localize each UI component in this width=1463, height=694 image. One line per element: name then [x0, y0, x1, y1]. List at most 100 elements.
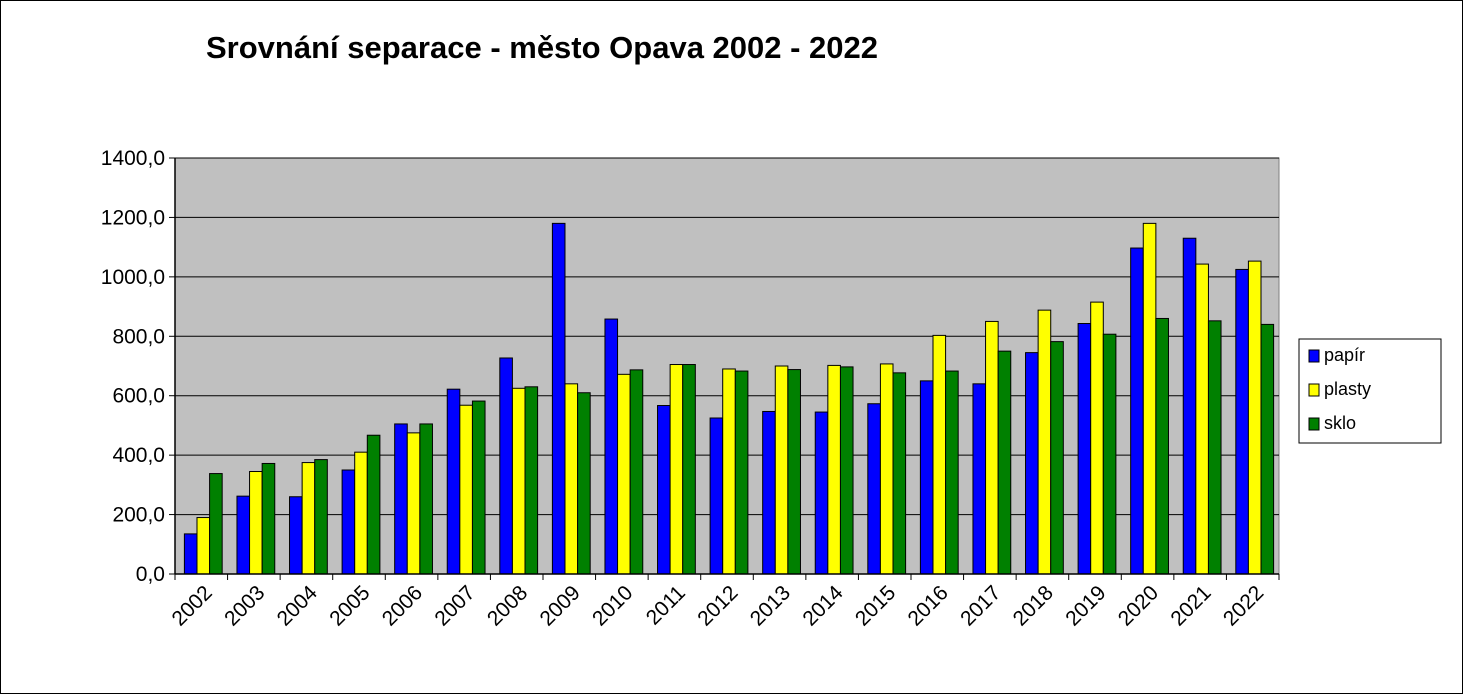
- bar-plasty-2012: [722, 368, 736, 575]
- bar-papír-2007: [446, 388, 461, 575]
- x-tick-label: 2017: [956, 581, 1005, 630]
- x-tick-label: 2010: [588, 581, 637, 630]
- legend-label-sklo: sklo: [1324, 413, 1356, 433]
- bar-sklo-2007: [471, 400, 486, 575]
- bars: [183, 222, 1275, 575]
- bar-papír-2004: [289, 496, 303, 575]
- bar-plasty-2011: [669, 364, 684, 575]
- bar-sklo-2021: [1207, 320, 1222, 575]
- x-tick-label: 2011: [642, 581, 690, 629]
- bar-sklo-2004: [314, 459, 328, 575]
- bar-sklo-2016: [945, 370, 959, 575]
- bar-plasty-2004: [301, 462, 316, 575]
- bar-papír-2022: [1235, 268, 1249, 575]
- legend-swatch-plasty: [1308, 383, 1320, 397]
- bar-sklo-2006: [419, 423, 433, 575]
- bar-sklo-2015: [892, 372, 907, 575]
- bar-papír-2017: [972, 383, 987, 575]
- legend-swatch-sklo: [1308, 417, 1320, 431]
- bar-plasty-2010: [617, 373, 631, 575]
- x-tick-label: 2006: [378, 581, 427, 630]
- bar-plasty-2006: [406, 432, 421, 575]
- y-tick-label: 1000,0: [101, 266, 165, 289]
- bar-papír-2019: [1077, 323, 1092, 575]
- bar-papír-2012: [709, 417, 724, 575]
- y-tick-labels: 0,0 200,0 400,0 600,0 800,0 1000,0 1200,0 1400,…: [101, 147, 165, 586]
- x-tick-label: 2003: [220, 581, 269, 630]
- bar-plasty-2003: [249, 470, 263, 575]
- bar-papír-2006: [394, 423, 408, 575]
- bar-plasty-2016: [932, 334, 947, 575]
- chart-title: Srovnání separace - město Opava 2002 - 2…: [206, 30, 878, 65]
- bar-papír-2016: [919, 380, 934, 575]
- legend-swatch-papír: [1308, 349, 1320, 363]
- x-tick-label: 2020: [1114, 581, 1163, 630]
- x-tick-label: 2005: [325, 581, 374, 630]
- bar-plasty-2009: [564, 383, 579, 575]
- x-tick-label: 2008: [483, 581, 532, 630]
- bar-papír-2021: [1182, 237, 1197, 575]
- bar-sklo-2010: [629, 369, 644, 575]
- bar-plasty-2013: [774, 365, 789, 575]
- bar-plasty-2002: [196, 517, 211, 575]
- y-tick-label: 200,0: [112, 504, 165, 527]
- bar-sklo-2018: [1050, 341, 1064, 575]
- x-tick-label: 2014: [798, 581, 848, 631]
- x-tick-label: 2019: [1061, 581, 1110, 630]
- bar-sklo-2019: [1102, 333, 1117, 575]
- bar-sklo-2005: [366, 434, 381, 575]
- bar-papír-2009: [551, 222, 566, 575]
- bar-papír-2002: [183, 533, 198, 575]
- bar-papír-2018: [1025, 352, 1039, 575]
- bar-papír-2010: [604, 318, 619, 575]
- legend-box: [1298, 338, 1442, 444]
- bar-sklo-2017: [997, 350, 1012, 575]
- bar-papír-2003: [236, 495, 251, 575]
- y-tick-label: 1200,0: [101, 206, 165, 229]
- x-tick-label: 2016: [904, 581, 953, 630]
- y-tick-label: 800,0: [112, 325, 165, 348]
- bar-papír-2014: [814, 411, 829, 575]
- bar-papír-2013: [762, 410, 776, 575]
- y-tick-label: 1400,0: [101, 147, 165, 170]
- bar-plasty-2018: [1037, 309, 1052, 575]
- x-tick-label: 2004: [273, 581, 323, 631]
- bar-sklo-2022: [1260, 323, 1275, 575]
- x-tick-label: 2009: [536, 581, 585, 630]
- x-tick-label: 2015: [851, 581, 900, 630]
- axes: [169, 157, 1280, 580]
- x-tick-label: 2007: [430, 581, 479, 630]
- bar-plasty-2015: [879, 363, 894, 575]
- bar-papír-2005: [341, 469, 356, 575]
- bar-papír-2008: [499, 357, 513, 575]
- legend-label-papír: papír: [1324, 345, 1365, 365]
- bar-plasty-2019: [1090, 301, 1104, 575]
- bar-plasty-2017: [985, 320, 999, 575]
- x-tick-label: 2021: [1166, 581, 1215, 630]
- y-tick-label: 0,0: [136, 563, 165, 586]
- bar-sklo-2014: [839, 366, 854, 575]
- legend: papír plasty sklo: [1298, 338, 1442, 444]
- x-tick-label: 2012: [693, 581, 742, 630]
- bar-plasty-2014: [827, 364, 841, 575]
- bar-sklo-2008: [524, 386, 539, 575]
- bar-plasty-2021: [1195, 263, 1209, 575]
- bar-sklo-2002: [209, 473, 223, 575]
- bar-sklo-2003: [261, 462, 276, 575]
- bar-papír-2015: [867, 403, 881, 575]
- x-tick-labels: 2002 2003 2004 2005 2006 2007 2008 2009 2010 2011…: [168, 581, 1269, 631]
- bar-papír-2011: [657, 405, 671, 575]
- bar-sklo-2011: [682, 364, 696, 575]
- bar-sklo-2009: [577, 392, 591, 575]
- y-tick-label: 600,0: [112, 385, 165, 408]
- bar-sklo-2012: [734, 370, 749, 575]
- bar-sklo-2020: [1155, 317, 1169, 575]
- bar-plasty-2020: [1142, 222, 1157, 575]
- bar-papír-2020: [1130, 247, 1144, 575]
- x-tick-label: 2002: [168, 581, 217, 630]
- bar-sklo-2013: [787, 369, 801, 575]
- bar-plasty-2005: [354, 451, 368, 575]
- bar-plasty-2022: [1247, 260, 1262, 575]
